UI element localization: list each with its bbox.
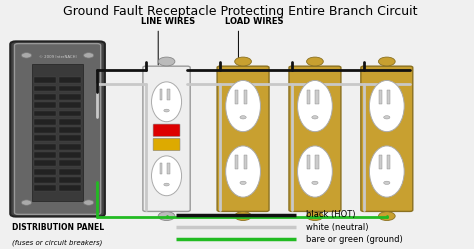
Bar xyxy=(34,119,56,125)
Text: black (HOT): black (HOT) xyxy=(306,210,355,219)
Text: DISTRIBUTION PANEL: DISTRIBUTION PANEL xyxy=(11,223,104,233)
FancyBboxPatch shape xyxy=(143,66,190,211)
Ellipse shape xyxy=(369,146,404,197)
Circle shape xyxy=(21,200,32,205)
Text: (fuses or circuit breakers): (fuses or circuit breakers) xyxy=(12,239,103,246)
Bar xyxy=(34,135,56,141)
Bar xyxy=(34,144,56,150)
Text: bare or green (ground): bare or green (ground) xyxy=(306,235,402,244)
Ellipse shape xyxy=(152,82,182,122)
Bar xyxy=(160,89,163,100)
Circle shape xyxy=(158,57,175,66)
Bar xyxy=(59,86,81,91)
Bar xyxy=(34,160,56,166)
Circle shape xyxy=(235,57,251,66)
Bar xyxy=(167,89,170,100)
FancyBboxPatch shape xyxy=(14,44,100,214)
Bar xyxy=(167,163,170,174)
FancyBboxPatch shape xyxy=(289,66,341,211)
Bar xyxy=(34,102,56,108)
Circle shape xyxy=(164,109,169,112)
FancyBboxPatch shape xyxy=(217,66,269,211)
Bar xyxy=(387,155,391,170)
Circle shape xyxy=(21,53,32,58)
Circle shape xyxy=(312,181,318,185)
FancyBboxPatch shape xyxy=(153,138,180,151)
Bar xyxy=(59,169,81,175)
Bar xyxy=(34,94,56,100)
Bar xyxy=(59,144,81,150)
Bar xyxy=(244,90,246,104)
Ellipse shape xyxy=(298,146,332,197)
Bar xyxy=(34,177,56,183)
Bar xyxy=(59,94,81,100)
Bar xyxy=(34,77,56,83)
Bar xyxy=(307,155,310,170)
Ellipse shape xyxy=(298,80,332,132)
Ellipse shape xyxy=(369,80,404,132)
Circle shape xyxy=(83,200,94,205)
Circle shape xyxy=(307,212,323,221)
Circle shape xyxy=(378,57,395,66)
Bar xyxy=(34,185,56,191)
Bar xyxy=(59,177,81,183)
Bar xyxy=(34,127,56,133)
Bar xyxy=(316,155,319,170)
Ellipse shape xyxy=(226,80,260,132)
Bar xyxy=(32,64,83,201)
FancyBboxPatch shape xyxy=(361,66,413,211)
Circle shape xyxy=(235,212,251,221)
Bar xyxy=(59,127,81,133)
Text: Ground Fault Receptacle Protecting Entire Branch Circuit: Ground Fault Receptacle Protecting Entir… xyxy=(64,5,418,18)
Bar xyxy=(316,90,319,104)
Circle shape xyxy=(240,181,246,185)
Bar xyxy=(160,163,163,174)
Bar xyxy=(59,77,81,83)
Text: LOAD WIRES: LOAD WIRES xyxy=(225,17,283,26)
Bar xyxy=(34,111,56,116)
Bar xyxy=(307,90,310,104)
Circle shape xyxy=(240,116,246,119)
Bar xyxy=(235,90,238,104)
Text: © 2009 InterNACHI: © 2009 InterNACHI xyxy=(39,55,76,59)
Bar xyxy=(59,160,81,166)
Bar xyxy=(59,119,81,125)
Circle shape xyxy=(164,183,169,186)
FancyBboxPatch shape xyxy=(10,41,105,217)
Bar xyxy=(59,111,81,116)
Bar xyxy=(387,90,391,104)
Circle shape xyxy=(312,116,318,119)
Circle shape xyxy=(383,181,390,185)
Bar xyxy=(34,152,56,158)
Circle shape xyxy=(378,212,395,221)
Bar xyxy=(59,102,81,108)
Bar xyxy=(34,86,56,91)
Bar xyxy=(235,155,238,170)
Circle shape xyxy=(158,212,175,221)
Bar xyxy=(244,155,246,170)
Bar xyxy=(34,169,56,175)
Circle shape xyxy=(307,57,323,66)
Ellipse shape xyxy=(226,146,260,197)
Bar xyxy=(59,135,81,141)
Text: LINE WIRES: LINE WIRES xyxy=(141,17,195,26)
Bar xyxy=(379,155,382,170)
Bar xyxy=(59,152,81,158)
Text: white (neutral): white (neutral) xyxy=(306,223,368,232)
Circle shape xyxy=(83,53,94,58)
FancyBboxPatch shape xyxy=(153,124,180,136)
Bar xyxy=(379,90,382,104)
Ellipse shape xyxy=(152,156,182,196)
Circle shape xyxy=(383,116,390,119)
Bar xyxy=(59,185,81,191)
